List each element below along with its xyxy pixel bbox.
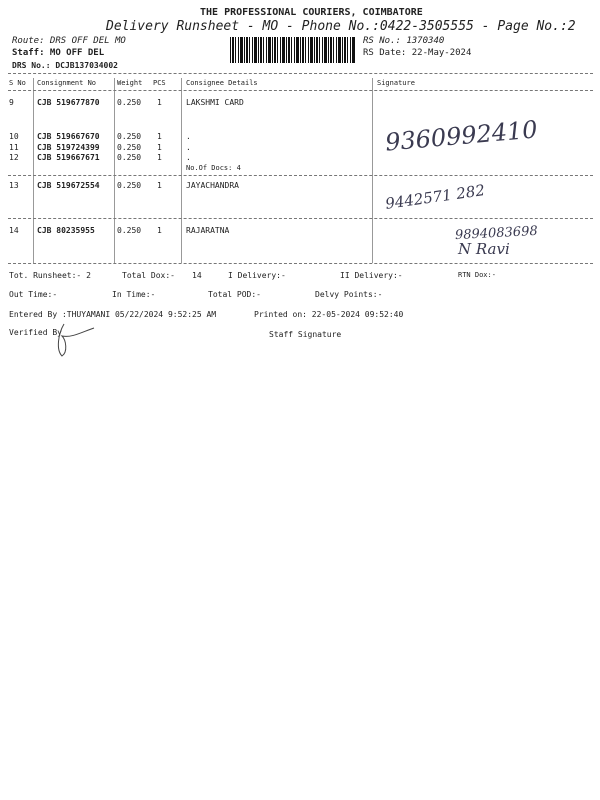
col-consignment: Consignment No	[37, 79, 97, 87]
divider	[8, 90, 593, 91]
divider	[8, 175, 593, 176]
col-signature: Signature	[377, 79, 415, 87]
divider	[8, 73, 593, 74]
pcs: 1	[157, 181, 162, 190]
s-no: 12	[9, 153, 19, 162]
consignment-number: CJB 519667670	[37, 132, 100, 141]
i-delivery: I Delivery:-	[228, 271, 286, 280]
consignee: .	[186, 143, 191, 152]
weight: 0.250	[117, 153, 142, 162]
s-no: 13	[9, 181, 19, 190]
column-divider	[33, 78, 34, 263]
col-consignee: Consignee Details	[186, 79, 258, 87]
column-divider	[114, 78, 115, 263]
total-dox-value: 14	[192, 271, 202, 280]
staff: Staff: MO OFF DEL	[12, 48, 105, 58]
consignment-number: CJB 519724399	[37, 143, 100, 152]
total-pod: Total POD:-	[208, 290, 261, 299]
delivery-points: Delvy Points:-	[315, 290, 383, 299]
s-no: 11	[9, 143, 19, 152]
divider	[8, 218, 593, 219]
total-dox-label: Total Dox:-	[122, 271, 175, 280]
s-no: 14	[9, 226, 19, 235]
consignment-number: CJB 519667671	[37, 153, 100, 162]
staff-signature-label: Staff Signature	[269, 330, 342, 339]
column-divider	[181, 78, 182, 263]
verifier-signature	[57, 323, 95, 357]
tot-runsheet: Tot. Runsheet:- 2	[9, 271, 91, 280]
col-weight: Weight	[117, 79, 143, 87]
rs-date: RS Date: 22-May-2024	[363, 48, 472, 58]
signature-handwriting: 9360992410	[384, 115, 539, 157]
consignment-number: CJB 519672554	[37, 181, 100, 190]
weight: 0.250	[117, 98, 142, 107]
pcs: 1	[157, 143, 162, 152]
rs-number: RS No.: 1370340	[363, 36, 445, 46]
document-title: Delivery Runsheet - MO - Phone No.:0422-…	[106, 19, 576, 34]
s-no: 10	[9, 132, 19, 141]
pcs: 1	[157, 132, 162, 141]
signature-handwriting: 9442571 282	[384, 181, 486, 213]
signature-handwriting: N Ravi	[458, 240, 510, 258]
weight: 0.250	[117, 143, 142, 152]
pcs: 1	[157, 226, 162, 235]
consignee: .	[186, 153, 191, 162]
drs-number: DRS No.: DCJB137034002	[12, 61, 118, 70]
printed-on: Printed on: 22-05-2024 09:52:40	[254, 310, 404, 319]
consignee: JAYACHANDRA	[186, 181, 239, 190]
consignment-number: CJB 519677870	[37, 98, 100, 107]
weight: 0.250	[117, 226, 142, 235]
company-name: THE PROFESSIONAL COURIERS, COIMBATORE	[200, 7, 423, 18]
verified-by: Verified By	[9, 328, 62, 337]
consignee: .	[186, 132, 191, 141]
divider	[8, 263, 593, 264]
pcs: 1	[157, 98, 162, 107]
route: Route: DRS OFF DEL MO	[12, 36, 126, 46]
weight: 0.250	[117, 181, 142, 190]
col-pcs: PCS	[153, 79, 166, 87]
consignee: RAJARATNA	[186, 226, 230, 235]
column-divider	[372, 78, 373, 263]
docs-note: No.Of Docs: 4	[186, 164, 241, 172]
col-sno: S No	[9, 79, 26, 87]
consignment-number: CJB 80235955	[37, 226, 95, 235]
entered-by: Entered By :THUYAMANI 05/22/2024 9:52:25…	[9, 310, 217, 319]
in-time: In Time:-	[112, 290, 156, 299]
weight: 0.250	[117, 132, 142, 141]
rtn-dox: RTN Dox:-	[458, 271, 496, 279]
barcode	[230, 37, 355, 63]
s-no: 9	[9, 98, 14, 107]
out-time: Out Time:-	[9, 290, 58, 299]
pcs: 1	[157, 153, 162, 162]
ii-delivery: II Delivery:-	[340, 271, 403, 280]
consignee: LAKSHMI CARD	[186, 98, 244, 107]
